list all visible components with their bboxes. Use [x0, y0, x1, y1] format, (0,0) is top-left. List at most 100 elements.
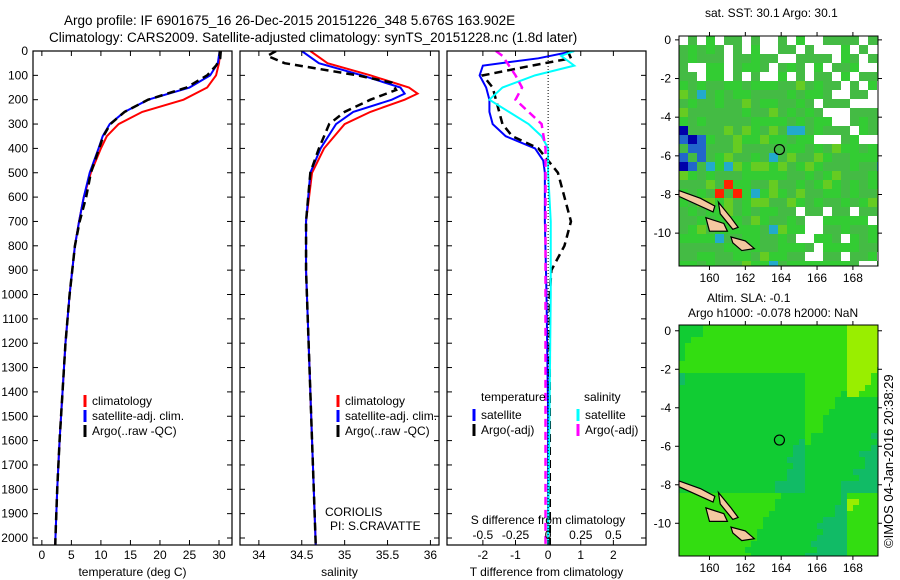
map-cell	[859, 523, 865, 529]
map-cell	[847, 349, 853, 355]
map-cell	[778, 207, 787, 216]
map-cell	[733, 385, 739, 391]
map-cell	[691, 433, 697, 439]
map-cell	[829, 535, 835, 541]
map-cell	[805, 511, 811, 517]
map-cell	[739, 409, 745, 415]
map-cell	[847, 547, 853, 553]
map-cell	[706, 243, 715, 252]
map-cell	[775, 355, 781, 361]
map-cell	[841, 207, 850, 216]
map-cell	[763, 499, 769, 505]
map-cell	[742, 63, 751, 72]
map-cell	[778, 216, 787, 225]
map-cell	[739, 481, 745, 487]
map-cell	[715, 427, 721, 433]
map-cell	[799, 325, 805, 331]
map-cell	[868, 90, 877, 99]
map-cell	[733, 198, 742, 207]
map-cell	[787, 331, 793, 337]
map-cell	[841, 457, 847, 463]
map-cell	[733, 361, 739, 367]
map-cell	[832, 216, 841, 225]
map-cell	[847, 385, 853, 391]
map-cell	[760, 252, 769, 261]
map-cell	[823, 355, 829, 361]
map-cell	[823, 144, 832, 153]
map-cell	[811, 535, 817, 541]
map-cell	[679, 180, 688, 189]
legend-label: satellite-adj. clim.	[345, 409, 437, 423]
map-cell	[703, 355, 709, 361]
map-cell	[721, 343, 727, 349]
map-cell	[805, 126, 814, 135]
map-cell	[859, 469, 865, 475]
map-cell	[847, 391, 853, 397]
map-cell	[742, 252, 751, 261]
map-cell	[841, 493, 847, 499]
map-cell	[793, 493, 799, 499]
map-cell	[841, 234, 850, 243]
map-cell	[751, 517, 757, 523]
map-cell	[739, 421, 745, 427]
map-cell	[721, 433, 727, 439]
map-cell	[787, 189, 796, 198]
map-cell	[751, 553, 757, 556]
map-cell	[823, 63, 832, 72]
map-cell	[850, 54, 859, 63]
x2-tick-label: 0.25	[569, 528, 593, 542]
map-cell	[727, 325, 733, 331]
map-cell	[697, 243, 706, 252]
map-cell	[871, 481, 877, 487]
panel-salinity: 34 34.5 35 35.5 36salinityclimatologysatelli…	[239, 50, 440, 579]
map-cell	[769, 397, 775, 403]
map-cell	[787, 367, 793, 373]
map-cell	[760, 108, 769, 117]
map-cell	[739, 469, 745, 475]
map-cell	[751, 63, 760, 72]
map-cell	[745, 391, 751, 397]
map-cell	[751, 385, 757, 391]
map-cell	[721, 397, 727, 403]
map-cell	[841, 135, 850, 144]
map-cell	[745, 541, 751, 547]
map-cell	[721, 553, 727, 556]
map-cell	[709, 325, 715, 331]
map-cell	[697, 252, 706, 261]
map-cell	[679, 505, 685, 511]
map-cell	[841, 367, 847, 373]
map-cell	[832, 261, 841, 266]
map-cell	[724, 117, 733, 126]
map-cell	[829, 361, 835, 367]
map-cell	[835, 355, 841, 361]
map-cell	[739, 541, 745, 547]
map-cell	[679, 511, 685, 517]
map-cell	[778, 198, 787, 207]
map-cell	[727, 499, 733, 505]
map-cell	[697, 135, 706, 144]
map-cell	[799, 409, 805, 415]
map-cell	[796, 36, 805, 45]
map-cell	[793, 337, 799, 343]
map-cell	[715, 261, 724, 266]
map-cell	[811, 385, 817, 391]
map-cell	[781, 475, 787, 481]
map-cell	[787, 421, 793, 427]
map-cell	[733, 421, 739, 427]
map-cell	[865, 343, 871, 349]
y-tick-label: 200	[8, 93, 28, 107]
map-cell	[697, 469, 703, 475]
map-cell	[697, 331, 703, 337]
map-cell	[781, 385, 787, 391]
map-cell	[760, 180, 769, 189]
map-cell	[853, 409, 859, 415]
map-cell	[733, 99, 742, 108]
map-frame	[678, 35, 879, 267]
map-cell	[715, 349, 721, 355]
map-cell	[679, 162, 688, 171]
map-cell	[733, 126, 742, 135]
map-cell	[859, 171, 868, 180]
map-cell	[799, 403, 805, 409]
map-cell	[841, 126, 850, 135]
map-cell	[805, 397, 811, 403]
